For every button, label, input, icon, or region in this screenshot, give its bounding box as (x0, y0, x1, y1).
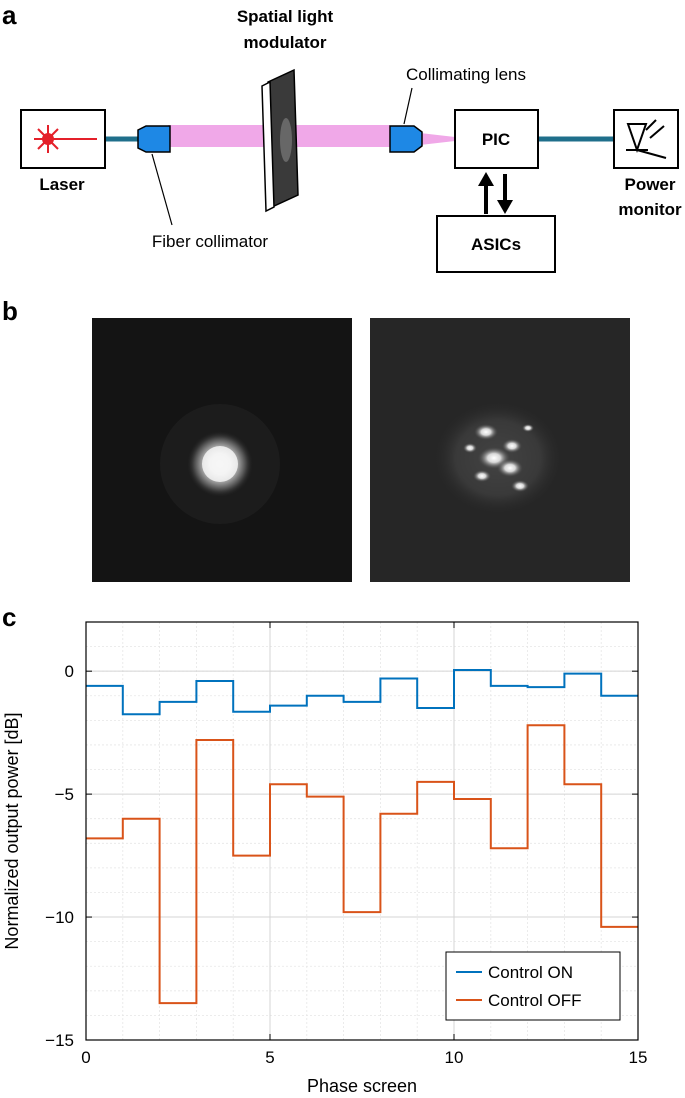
x-axis-title: Phase screen (307, 1076, 417, 1096)
beam-profile-speckle (370, 318, 630, 582)
slm-label-line1: Spatial light (237, 7, 334, 26)
power-monitor-label-line2: monitor (618, 200, 682, 219)
axes-box (85, 621, 639, 1041)
x-tick-label: 5 (265, 1048, 274, 1067)
collimating-lens (389, 125, 423, 153)
panel-label-a: a (2, 0, 17, 30)
slm-label-line2: modulator (243, 33, 326, 52)
series-line-0 (86, 668, 638, 716)
panel-label-c: c (2, 602, 16, 632)
fiber-collimator-label: Fiber collimator (152, 232, 269, 251)
y-tick-label: 0 (65, 662, 74, 681)
legend-box (445, 951, 621, 1021)
power-monitor-box (613, 109, 679, 169)
asics-label: ASICs (471, 235, 521, 254)
collimating-lens-pointer (403, 87, 413, 125)
legend-label-0: Control ON (488, 963, 573, 982)
slm-device (261, 68, 299, 213)
y-tick-label: −15 (45, 1031, 74, 1050)
x-tick-label: 15 (629, 1048, 648, 1067)
y-axis-title: Normalized output power [dB] (2, 712, 22, 949)
photodiode-icon (626, 119, 667, 159)
x-tick-label: 10 (445, 1048, 464, 1067)
beam-profile-focused (92, 318, 352, 582)
focused-beam (420, 133, 455, 145)
panel-label-b: b (2, 296, 18, 326)
legend-label-1: Control OFF (488, 991, 582, 1010)
y-tick-label: −5 (55, 785, 74, 804)
laser-label: Laser (39, 175, 85, 194)
collimating-lens-label: Collimating lens (406, 65, 526, 84)
x-tick-label: 0 (81, 1048, 90, 1067)
fiber-collimator (137, 125, 171, 153)
control-arrows (478, 172, 513, 214)
panel-b: b (2, 296, 630, 582)
panel-a: a Laser Fiber collimator Spatial light (2, 0, 682, 273)
laser-icon (34, 125, 97, 153)
fiber-collimator-pointer (151, 153, 173, 226)
pic-box (454, 109, 539, 169)
power-monitor-label-line1: Power (624, 175, 675, 194)
series-line-1 (86, 724, 638, 1005)
panel-c: c 0 5 10 15 0 −5 −10 −15 Phase screen Normalized … (2, 602, 647, 1096)
pic-label: PIC (482, 130, 510, 149)
y-tick-label: −10 (45, 908, 74, 927)
asics-box (436, 215, 556, 273)
step-chart: 0 5 10 15 0 −5 −10 −15 Phase screen Normalized ou… (2, 621, 648, 1096)
